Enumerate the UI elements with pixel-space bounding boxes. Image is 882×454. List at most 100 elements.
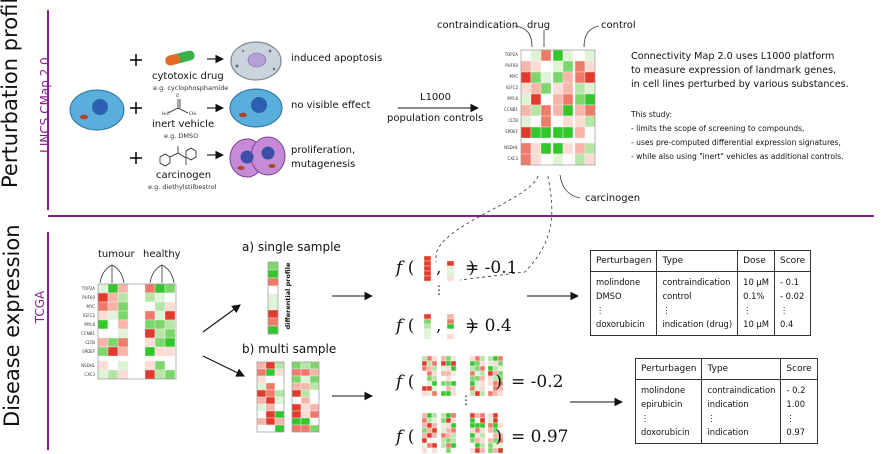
gene-label: PUF60 <box>505 63 518 68</box>
heatmap-cell <box>107 337 119 348</box>
heatmap-cell <box>479 365 486 372</box>
heatmap-cell <box>584 71 596 84</box>
heatmap-cell <box>421 355 428 362</box>
heatmap-cell <box>530 115 542 128</box>
heatmap-cell <box>552 142 564 155</box>
heatmap-cell <box>450 360 457 367</box>
heatmap-cell <box>300 410 311 419</box>
multi-results-table: Perturbagen Type Score molindone contrain… <box>635 358 818 444</box>
heatmap-cell <box>540 115 552 128</box>
formula-single-dots: ⋮ <box>433 283 445 297</box>
heatmap-cell <box>300 368 311 377</box>
heatmap-cell <box>562 104 574 117</box>
heatmap-cell <box>97 310 109 321</box>
heatmap-cell <box>445 355 452 362</box>
gene-label: CXC3 <box>84 372 95 377</box>
heatmap-cell <box>497 417 504 424</box>
apoptosis-label: induced apoptosis <box>291 53 383 64</box>
heatmap-cell <box>474 447 481 454</box>
heatmap-cell <box>117 319 129 330</box>
heatmap-cell <box>164 319 176 330</box>
heatmap-cell <box>117 283 129 294</box>
table-cell: DMSO <box>596 291 622 301</box>
heatmap-cell <box>540 93 552 106</box>
heatmap-cell <box>479 412 486 419</box>
inert-vehicle-example: e.g. DMSO <box>164 132 199 140</box>
gene-label: MYL6 <box>84 322 95 327</box>
heatmap-cell <box>492 412 499 419</box>
formula-multi-1: f ( ) <box>396 372 503 392</box>
col-score: Score <box>780 358 818 380</box>
heatmap-cell <box>265 410 276 419</box>
heatmap-cell <box>497 447 504 454</box>
heatmap-cell <box>300 417 311 426</box>
table-cell: control <box>656 289 738 303</box>
heatmap-cell <box>530 126 542 139</box>
no-effect-label: no visible effect <box>291 100 371 111</box>
heatmap-cell <box>552 153 564 166</box>
heatmap-cell <box>144 292 156 303</box>
heatmap-cell <box>474 365 481 372</box>
heatmap-cell <box>291 417 302 426</box>
heatmap-cell <box>144 346 156 357</box>
formula-single-1-result: = -0.1 <box>465 258 518 278</box>
heatmap-cell <box>309 368 320 377</box>
dmso-molecule-icon <box>167 99 189 114</box>
gene-label: IGFC2 <box>83 313 95 318</box>
col-dose: Dose <box>737 250 775 272</box>
heatmap-cell <box>530 71 542 84</box>
heatmap-cell <box>520 60 532 73</box>
heatmap-cell <box>492 355 499 362</box>
heatmap-cell <box>267 277 279 287</box>
study-point-1: - limits the scope of screening to compo… <box>631 124 805 133</box>
multi-sample-columns <box>256 361 320 433</box>
heatmap-cell <box>520 71 532 84</box>
gene-label: NSDHL <box>81 363 95 368</box>
heatmap-frame <box>97 283 177 380</box>
heatmap-cell <box>450 412 457 419</box>
heatmap-cell <box>479 447 486 454</box>
gene-label: TOP2A <box>81 286 95 291</box>
heatmap-cell <box>552 60 564 73</box>
heatmap-cell <box>445 365 452 372</box>
table-row: doxorubicin indication 0.97 <box>636 425 818 444</box>
heatmap-cell <box>479 417 486 424</box>
heatmap-cell <box>440 360 447 367</box>
heatmap-cell <box>574 82 586 95</box>
cell-icon <box>69 89 125 131</box>
multi-sample-label: b) multi sample <box>242 342 337 356</box>
heatmap-cell <box>497 365 504 372</box>
heatmap-cell <box>291 396 302 405</box>
table-row: epirubicin indication 1.00 <box>636 397 818 411</box>
formula-multi-2: f ( ) <box>396 427 503 447</box>
heatmap-cell <box>426 360 433 367</box>
apoptotic-cell-icon <box>230 41 282 81</box>
drug-label: drug <box>527 20 551 31</box>
heatmap-cell <box>431 360 438 367</box>
heatmap-cell <box>574 126 586 139</box>
heatmap-cell <box>154 360 166 371</box>
heatmap-cell <box>450 447 457 454</box>
formula-single-2: f ( , ) <box>396 316 476 336</box>
table-cell: ⋮ <box>701 411 781 425</box>
heatmap-cell <box>552 115 564 128</box>
table-cell: indication (drug) <box>656 317 738 336</box>
heatmap-frame <box>291 361 320 433</box>
heatmap-cell <box>487 417 494 424</box>
heatmap-cell <box>164 292 176 303</box>
heatmap-cell <box>469 355 476 362</box>
heatmap-cell <box>497 412 504 419</box>
carcinogen-column-label: carcinogen <box>585 193 641 204</box>
heatmap-cell <box>164 328 176 339</box>
heatmap-cell <box>540 142 552 155</box>
heatmap-cell <box>552 93 564 106</box>
cmap-heatmap <box>520 49 596 166</box>
table-cell: 0.97 <box>780 425 818 444</box>
heatmap-cell <box>274 382 285 391</box>
table-cell: doxorubicin <box>641 427 690 437</box>
heatmap-cell <box>291 410 302 419</box>
f-symbol: f <box>396 427 403 447</box>
heatmap-cell <box>520 104 532 117</box>
heatmap-cell <box>520 153 532 166</box>
heatmap-cell <box>574 115 586 128</box>
